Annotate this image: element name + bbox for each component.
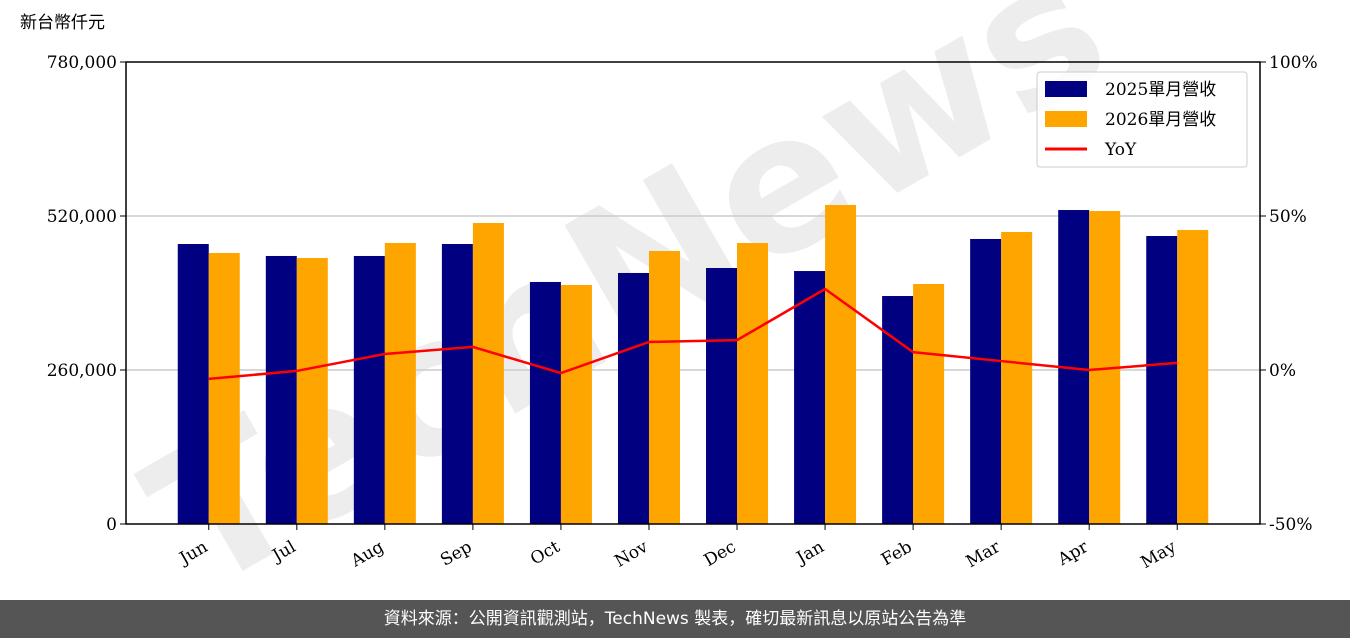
- y2-tick-label: 50%: [1269, 207, 1307, 227]
- bar: [1177, 229, 1209, 524]
- bar: [970, 238, 1002, 524]
- y-tick-label: 780,000: [47, 53, 117, 73]
- x-tick-label: Nov: [611, 537, 651, 572]
- y2-tick-label: -50%: [1269, 515, 1313, 535]
- x-tick-label: Oct: [527, 537, 563, 570]
- bar: [560, 285, 592, 524]
- legend-box: [1036, 71, 1248, 168]
- bar: [296, 257, 328, 524]
- bar: [1001, 231, 1033, 524]
- x-tick-label: Mar: [963, 537, 1005, 573]
- y-tick-label: 520,000: [47, 207, 117, 227]
- footer: 資料來源：公開資訊觀測站，TechNews 製表，確切最新訊息以原站公告為準: [384, 609, 966, 629]
- bar: [384, 243, 416, 525]
- bar: [208, 253, 240, 524]
- legend-label: 2026單月營收: [1105, 110, 1216, 130]
- legend-label: 2025單月營收: [1105, 80, 1216, 100]
- bar: [353, 255, 385, 524]
- y2-tick-label: 0%: [1269, 361, 1296, 381]
- y-axis-label: 新台幣仟元: [20, 13, 105, 33]
- x-tick-label: Feb: [878, 537, 916, 570]
- bar: [617, 272, 649, 524]
- bar: [177, 244, 209, 524]
- bar: [882, 296, 914, 524]
- bar: [706, 268, 738, 524]
- x-tick-label: Jan: [792, 537, 828, 569]
- bar: [825, 204, 857, 524]
- x-tick-label: Sep: [437, 537, 475, 571]
- bar: [472, 222, 504, 524]
- bar: [441, 244, 473, 524]
- bar: [648, 251, 680, 525]
- x-tick-label: Dec: [701, 537, 740, 571]
- plot-frame: [125, 61, 1261, 525]
- bar: [794, 271, 826, 524]
- y2-tick-label: 100%: [1269, 53, 1318, 73]
- y-tick-label: 260,000: [47, 361, 117, 381]
- x-tick-label: Apr: [1054, 537, 1093, 571]
- yoy-line: [208, 287, 1178, 381]
- legend-swatch: [1045, 111, 1087, 127]
- bar: [737, 243, 769, 525]
- legend-swatch: [1045, 81, 1087, 97]
- footer-bar: [0, 600, 1350, 638]
- legend-label: YoY: [1104, 140, 1137, 160]
- bar: [1146, 236, 1178, 524]
- y-tick-label: 0: [106, 515, 117, 535]
- bar: [529, 281, 561, 524]
- bar: [265, 255, 297, 524]
- bar: [913, 283, 945, 524]
- x-tick-label: May: [1138, 537, 1181, 573]
